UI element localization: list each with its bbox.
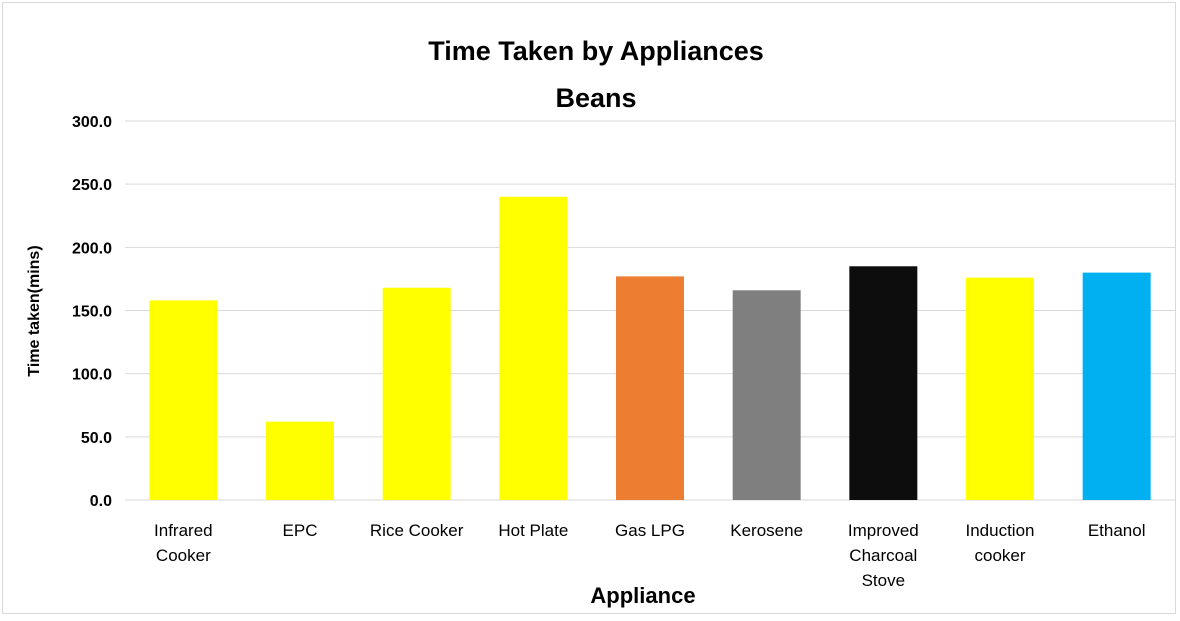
x-tick-label: Hot Plate bbox=[498, 521, 568, 540]
chart-title: Time Taken by Appliances bbox=[428, 36, 764, 66]
y-tick-label: 150.0 bbox=[72, 304, 112, 321]
bar bbox=[732, 290, 801, 500]
y-tick-label: 300.0 bbox=[72, 114, 112, 131]
bar bbox=[966, 277, 1034, 500]
bars bbox=[149, 196, 1151, 501]
chart-subtitle: Beans bbox=[555, 83, 636, 113]
bar bbox=[849, 266, 918, 500]
x-tick-label: Gas LPG bbox=[615, 521, 685, 540]
bar bbox=[499, 196, 568, 501]
y-axis-tick-labels: 0.0 50.0 100.0 150.0 200.0 250.0 300.0 bbox=[72, 114, 112, 510]
x-tick-label-line: Charcoal bbox=[849, 546, 917, 565]
x-tick-label: Rice Cooker bbox=[370, 521, 464, 540]
x-tick-label-line: Rice Cooker bbox=[370, 521, 464, 540]
x-tick-label: Improved Charcoal Stove bbox=[848, 521, 919, 590]
y-axis-title: Time taken(mins) bbox=[26, 245, 43, 376]
y-tick-label: 200.0 bbox=[72, 240, 112, 257]
x-tick-label-line: Induction bbox=[966, 521, 1035, 540]
x-axis-title: Appliance bbox=[590, 583, 695, 608]
x-tick-label-line: cooker bbox=[974, 546, 1025, 565]
x-tick-label-line: Infrared bbox=[154, 521, 213, 540]
y-tick-label: 50.0 bbox=[81, 430, 112, 447]
x-tick-label-line: Hot Plate bbox=[498, 521, 568, 540]
x-axis-tick-labels: Infrared Cooker EPC Rice Cooker Hot Plate Gas… bbox=[154, 521, 1145, 590]
y-tick-label: 250.0 bbox=[72, 177, 112, 194]
x-tick-label: EPC bbox=[283, 521, 318, 540]
x-tick-label-line: Ethanol bbox=[1088, 521, 1146, 540]
x-tick-label: Ethanol bbox=[1088, 521, 1146, 540]
y-tick-label: 100.0 bbox=[72, 367, 112, 384]
bar bbox=[616, 276, 684, 500]
x-tick-label: Infrared Cooker bbox=[154, 521, 213, 565]
x-tick-label-line: EPC bbox=[283, 521, 318, 540]
bar bbox=[266, 421, 334, 500]
x-tick-label-line: Stove bbox=[862, 571, 905, 590]
bar bbox=[1082, 272, 1151, 500]
x-tick-label: Induction cooker bbox=[966, 521, 1035, 565]
x-tick-label: Kerosene bbox=[730, 521, 803, 540]
x-tick-label-line: Kerosene bbox=[730, 521, 803, 540]
y-tick-label: 0.0 bbox=[90, 493, 112, 510]
x-tick-label-line: Improved bbox=[848, 521, 919, 540]
bar bbox=[382, 287, 451, 500]
x-tick-label-line: Gas LPG bbox=[615, 521, 685, 540]
bar bbox=[149, 300, 218, 500]
x-tick-label-line: Cooker bbox=[156, 546, 211, 565]
